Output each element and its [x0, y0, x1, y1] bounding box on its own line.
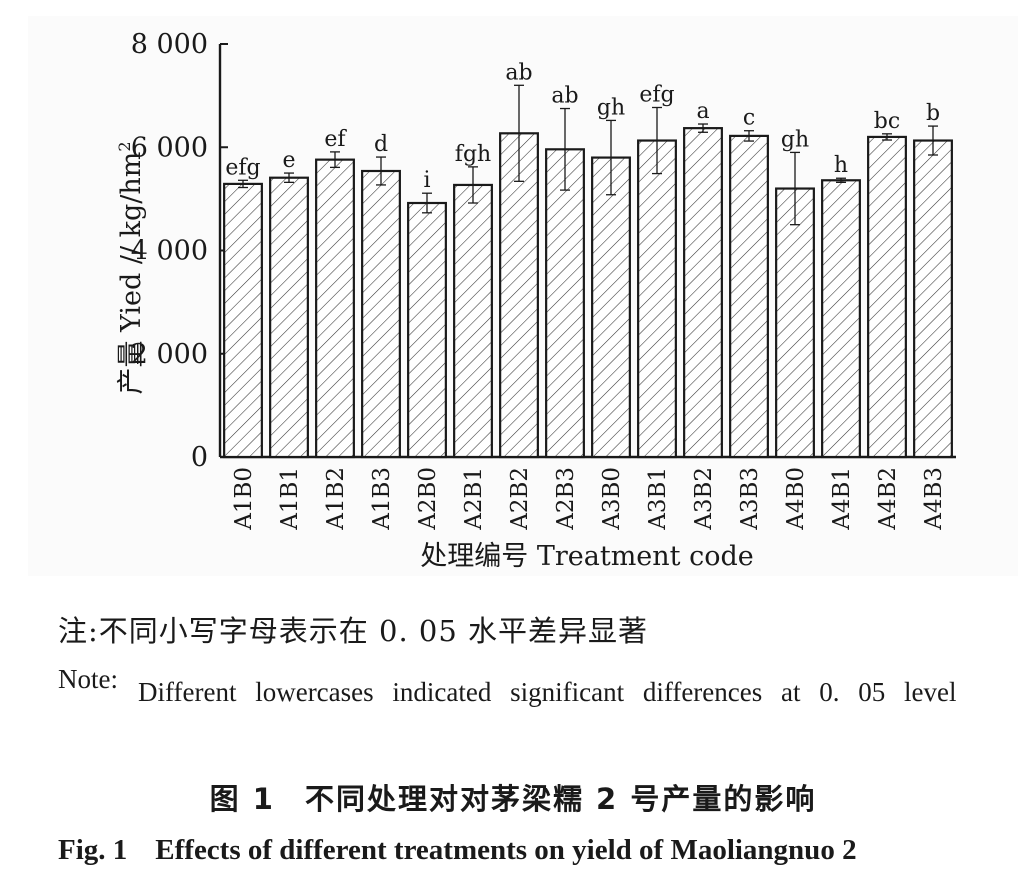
significance-letter: gh — [597, 95, 625, 120]
x-tick-label: A2B0 — [415, 467, 441, 531]
figure-caption-chinese: 图 1 不同处理对对茅梁糯 2 号产量的影响 — [0, 776, 1026, 818]
significance-letter: bc — [874, 109, 900, 134]
bar — [591, 156, 631, 459]
note-chinese: 注:不同小写字母表示在 0. 05 水平差异显著 — [58, 614, 648, 648]
bar — [821, 179, 861, 459]
x-tick-label: A3B2 — [691, 467, 717, 531]
bar — [775, 187, 815, 459]
bar-chart: 0 2 000 4 000 6 000 8 000 efg A1B0 e A1B1 ef A1B2 d… — [115, 29, 956, 572]
x-tick-label: A2B3 — [553, 467, 579, 531]
x-tick-label: A1B1 — [277, 467, 303, 531]
significance-letter: a — [696, 99, 709, 124]
significance-letter: ab — [551, 84, 578, 109]
significance-letter: efg — [225, 155, 260, 180]
x-tick-label: A4B1 — [829, 467, 855, 531]
x-tick-label: A4B0 — [783, 467, 809, 531]
bar — [269, 176, 309, 459]
x-tick-label: A2B1 — [461, 467, 487, 531]
y-tick-label: 6 000 — [131, 132, 208, 163]
y-axis-label-text: 产量 Yied // kg/hm — [116, 152, 147, 395]
x-tick-label: A3B0 — [599, 467, 625, 531]
bar — [315, 158, 355, 459]
x-tick-label: A2B2 — [507, 467, 533, 531]
x-tick-label: A4B3 — [921, 467, 947, 531]
significance-letter: ef — [324, 127, 347, 152]
significance-letter: ab — [505, 60, 532, 85]
y-tick-label: 4 000 — [131, 236, 208, 267]
figure-number-english: Fig. 1 — [58, 834, 128, 866]
significance-letter: fgh — [455, 142, 491, 167]
bar — [407, 201, 447, 459]
chart-panel: 0 2 000 4 000 6 000 8 000 efg A1B0 e A1B1 ef A1B2 d… — [28, 16, 1018, 576]
x-tick-label: A1B2 — [323, 467, 349, 531]
note-english-label: Note: — [58, 664, 118, 694]
plot-area: 0 2 000 4 000 6 000 8 000 efg A1B0 e A1B1 ef A1B2 d… — [131, 29, 956, 531]
figure-title-english: Effects of different treatments on yield… — [155, 834, 857, 866]
note-english-text: Different lowercases indicated significa… — [138, 677, 957, 707]
bar — [637, 139, 677, 459]
bar — [453, 183, 493, 459]
y-axis-label-superscript: 2 — [115, 141, 134, 151]
x-tick-label: A3B3 — [737, 467, 763, 531]
figure-title-chinese: 不同处理对对茅梁糯 2 号产量的影响 — [304, 782, 817, 816]
figure-caption-english: Fig. 1 Effects of different treatments on… — [58, 834, 857, 867]
significance-letter: gh — [781, 127, 809, 152]
y-tick-label: 8 000 — [131, 29, 208, 60]
y-tick-label: 0 — [191, 442, 208, 473]
bar — [361, 169, 401, 459]
significance-letter: e — [282, 148, 295, 173]
significance-letter: c — [743, 106, 755, 131]
bar — [913, 139, 953, 459]
x-tick-label: A3B1 — [645, 467, 671, 531]
significance-letter: b — [926, 101, 940, 126]
y-axis-label: 产量 Yied // kg/hm2 — [115, 141, 147, 394]
bar — [545, 148, 585, 459]
bar — [867, 135, 907, 459]
significance-letter: i — [423, 168, 430, 193]
figure-number-chinese: 图 1 — [209, 782, 275, 816]
bar — [729, 134, 769, 459]
x-tick-label: A1B0 — [231, 467, 257, 531]
significance-letter: h — [834, 153, 848, 178]
x-axis-label: 处理编号 Treatment code — [420, 541, 753, 572]
x-tick-label: A4B2 — [875, 467, 901, 531]
y-tick-label: 2 000 — [131, 339, 208, 370]
significance-letter: efg — [639, 82, 674, 107]
x-tick-label: A1B3 — [369, 467, 395, 531]
significance-letter: d — [374, 132, 388, 157]
bar — [683, 127, 723, 459]
bar — [223, 182, 263, 459]
